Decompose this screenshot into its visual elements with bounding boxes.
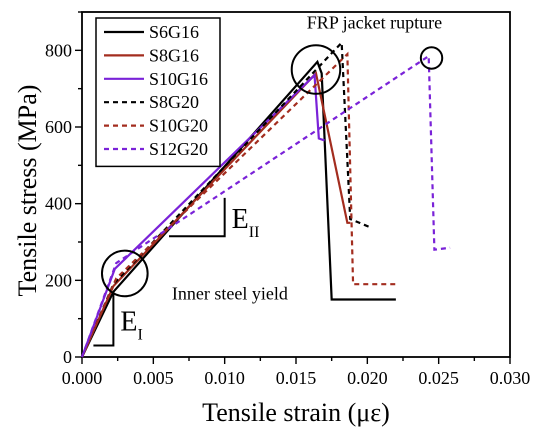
slope-marker-e2 — [169, 197, 226, 238]
legend-label-s8g16: S8G16 — [149, 45, 199, 65]
x-tick-label: 0.005 — [133, 368, 174, 388]
legend-box — [95, 17, 221, 168]
series-line-s10g16 — [80, 72, 325, 358]
slope-marker-e1-label: EI — [120, 307, 142, 344]
legend-label-s8g20: S8G20 — [149, 92, 199, 112]
series-line-s10g20 — [80, 51, 399, 358]
x-tick-label: 0.020 — [347, 368, 388, 388]
x-axis-title: Tensile strain (με) — [202, 398, 390, 427]
x-tick-label: 0.010 — [204, 368, 245, 388]
legend-label-s12g20: S12G20 — [149, 139, 208, 159]
legend-label-s10g20: S10G20 — [149, 116, 208, 136]
series-line-s8g20 — [80, 40, 370, 358]
highlight-circle-1 — [290, 44, 342, 95]
annotation-frp-rupture: FRP jacket rupture — [307, 13, 442, 33]
highlight-circle-3 — [419, 46, 444, 70]
y-tick-label: 800 — [45, 40, 72, 60]
y-tick-label: 600 — [45, 117, 72, 137]
slope-marker-e1 — [93, 293, 115, 347]
series-line-s8g16 — [80, 71, 351, 358]
y-tick-label: 200 — [45, 270, 72, 290]
series-line-s12g20 — [80, 54, 451, 358]
y-axis-title: Tensile stress (MPa) — [13, 85, 42, 297]
slope-marker-e2-subscript: II — [249, 224, 260, 241]
highlight-circle-2 — [100, 249, 149, 298]
x-tick-label: 0.025 — [418, 368, 459, 388]
y-tick-label: 0 — [63, 347, 72, 367]
slope-marker-e2-label: EII — [232, 204, 260, 241]
x-tick-label: 0.030 — [490, 368, 531, 388]
legend-label-s6g16: S6G16 — [149, 22, 199, 42]
annotation-steel-yield: Inner steel yield — [172, 284, 288, 304]
x-tick-label: 0.015 — [276, 368, 317, 388]
slope-marker-e1-subscript: I — [137, 326, 142, 343]
x-tick-label: 0.000 — [62, 368, 103, 388]
y-tick-label: 400 — [45, 194, 72, 214]
legend-label-s10g16: S10G16 — [149, 69, 208, 89]
